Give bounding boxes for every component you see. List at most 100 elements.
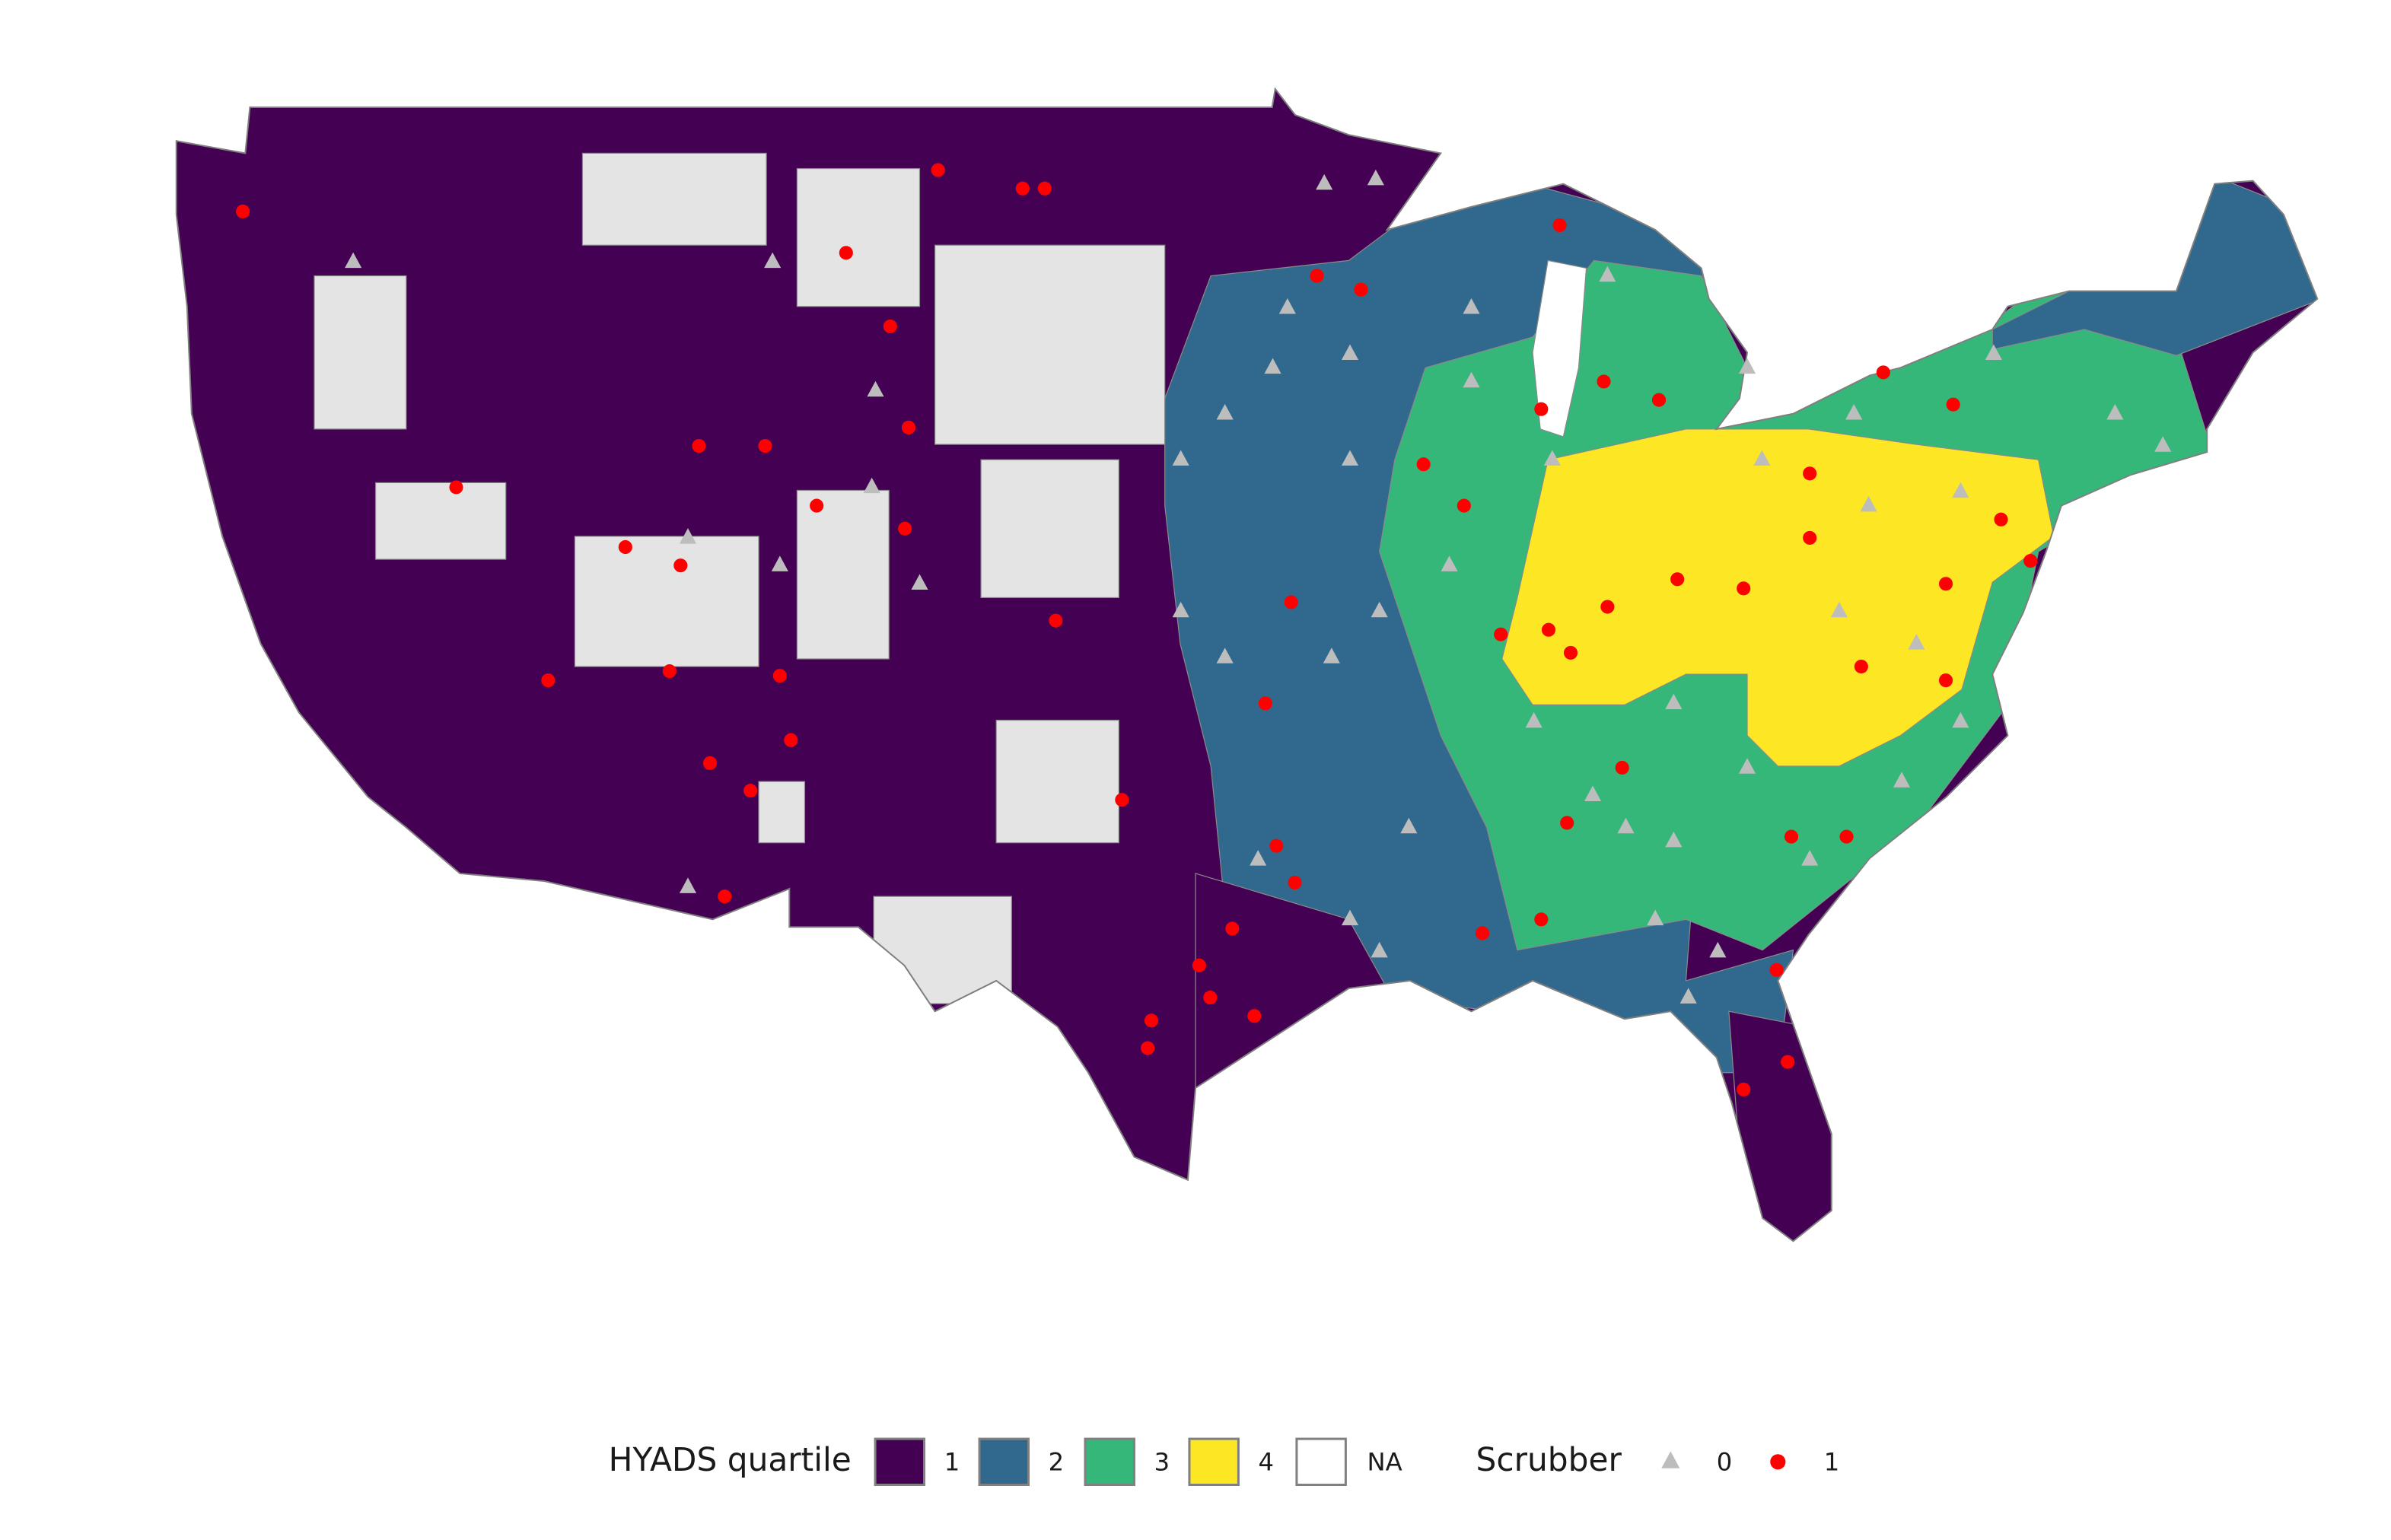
plant-marker-unscrubbed xyxy=(1323,648,1340,663)
plant-marker-scrubbed xyxy=(1269,838,1284,853)
legend-label: 3 xyxy=(1154,1447,1170,1476)
na-region xyxy=(574,536,759,667)
plant-marker-unscrubbed xyxy=(1801,850,1819,866)
plant-marker-scrubbed xyxy=(1938,577,1953,591)
plant-marker-scrubbed xyxy=(692,438,706,453)
plant-marker-scrubbed xyxy=(1247,1009,1262,1023)
plant-marker-unscrubbed xyxy=(1599,266,1616,282)
plant-marker-unscrubbed xyxy=(1264,358,1281,374)
plant-marker-unscrubbed xyxy=(771,555,788,571)
plant-marker-unscrubbed xyxy=(1952,711,1969,728)
legend: HYADS quartile Scrubber 1 2 3 4 NA 0 1 xyxy=(609,1437,1840,1487)
plant-marker-unscrubbed xyxy=(1845,404,1863,420)
plant-marker-scrubbed xyxy=(1876,365,1890,380)
plant-marker-scrubbed xyxy=(810,498,824,513)
plant-marker-unscrubbed xyxy=(1543,450,1561,466)
plant-marker-scrubbed xyxy=(1534,402,1549,416)
plant-marker-unscrubbed xyxy=(1665,831,1683,848)
plant-marker-unscrubbed xyxy=(764,252,782,269)
plant-marker-unscrubbed xyxy=(1908,634,1925,650)
plant-marker-unscrubbed xyxy=(1525,711,1543,728)
plant-marker-scrubbed xyxy=(1600,600,1615,614)
plant-marker-scrubbed xyxy=(1770,1454,1786,1470)
plant-marker-scrubbed xyxy=(1651,393,1667,407)
plant-marker-scrubbed xyxy=(931,163,945,177)
plant-marker-unscrubbed xyxy=(1738,758,1756,774)
na-region xyxy=(374,482,507,560)
plant-marker-unscrubbed xyxy=(679,877,697,893)
plant-marker-scrubbed xyxy=(1615,760,1629,775)
legend-label: 1 xyxy=(1824,1447,1840,1476)
plant-marker-scrubbed xyxy=(1225,921,1240,936)
plant-marker-scrubbed xyxy=(1781,1055,1795,1069)
na-region xyxy=(796,167,921,307)
plant-marker-scrubbed xyxy=(1475,926,1490,940)
plant-marker-scrubbed xyxy=(784,733,798,747)
plant-marker-scrubbed xyxy=(1670,572,1685,587)
plant-marker-unscrubbed xyxy=(1216,648,1234,663)
plant-marker-unscrubbed xyxy=(1952,482,1969,498)
plant-marker-scrubbed xyxy=(1737,581,1751,596)
plant-marker-unscrubbed xyxy=(1400,817,1418,834)
na-region xyxy=(873,896,1012,1004)
plant-marker-scrubbed xyxy=(1258,696,1272,711)
plant-marker-unscrubbed xyxy=(1665,693,1683,710)
plant-marker-scrubbed xyxy=(1457,498,1471,513)
plant-marker-unscrubbed xyxy=(1463,371,1480,388)
plant-marker-scrubbed xyxy=(898,521,912,536)
na-region xyxy=(314,275,407,430)
plant-marker-scrubbed xyxy=(1563,645,1578,660)
plant-marker-scrubbed xyxy=(1854,659,1868,674)
plant-marker-scrubbed xyxy=(901,420,916,434)
plant-marker-scrubbed xyxy=(1288,875,1302,890)
plant-marker-unscrubbed xyxy=(1709,941,1727,958)
plant-marker-scrubbed xyxy=(618,539,632,555)
plant-marker-unscrubbed xyxy=(1584,785,1602,801)
plant-marker-unscrubbed xyxy=(1617,817,1635,834)
legend-label: NA xyxy=(1367,1447,1402,1476)
plant-marker-unscrubbed xyxy=(2154,436,2172,452)
county-regions xyxy=(176,88,2318,1242)
na-region xyxy=(581,152,767,246)
plant-marker-scrubbed xyxy=(1015,181,1030,196)
plant-marker-scrubbed xyxy=(1494,627,1508,641)
plant-marker-unscrubbed xyxy=(1341,909,1359,926)
legend-label: 0 xyxy=(1717,1447,1733,1476)
plant-marker-scrubbed xyxy=(1534,912,1549,927)
plant-marker-unscrubbed xyxy=(867,380,884,397)
plant-marker-scrubbed xyxy=(1144,1013,1159,1028)
plant-marker-unscrubbed xyxy=(1341,450,1359,466)
plant-marker-scrubbed xyxy=(1115,793,1129,807)
legend-title: HYADS quartile xyxy=(609,1441,852,1478)
plant-marker-scrubbed xyxy=(1560,816,1574,830)
plant-marker-unscrubbed xyxy=(1738,358,1756,374)
plant-marker-unscrubbed xyxy=(1441,555,1458,571)
plant-marker-scrubbed xyxy=(1994,512,2008,527)
plant-marker-unscrubbed xyxy=(679,528,697,544)
plant-marker-unscrubbed xyxy=(1661,1451,1680,1468)
plant-marker-unscrubbed xyxy=(1316,173,1333,190)
plant-marker-scrubbed xyxy=(1141,1041,1155,1055)
plant-marker-unscrubbed xyxy=(1250,850,1267,866)
plant-marker-unscrubbed xyxy=(1371,941,1388,958)
plant-marker-unscrubbed xyxy=(1893,772,1911,788)
plant-marker-scrubbed xyxy=(1803,530,1817,545)
plant-marker-scrubbed xyxy=(1839,829,1854,844)
plant-marker-unscrubbed xyxy=(1647,909,1664,926)
plant-marker-scrubbed xyxy=(1416,457,1431,472)
plant-marker-scrubbed xyxy=(1541,622,1556,637)
plant-marker-unscrubbed xyxy=(1830,601,1848,618)
plant-marker-unscrubbed xyxy=(1753,450,1771,466)
plant-marker-unscrubbed xyxy=(1463,298,1480,314)
plant-marker-scrubbed xyxy=(1203,991,1218,1005)
plant-marker-scrubbed xyxy=(1310,269,1324,283)
legend-swatch xyxy=(1188,1437,1240,1487)
plant-marker-scrubbed xyxy=(673,558,688,573)
plant-marker-unscrubbed xyxy=(345,252,362,269)
plant-marker-scrubbed xyxy=(839,246,853,260)
plant-marker-scrubbed xyxy=(1552,218,1567,233)
plant-marker-unscrubbed xyxy=(1216,404,1234,420)
region-q1 xyxy=(1728,1010,1848,1242)
